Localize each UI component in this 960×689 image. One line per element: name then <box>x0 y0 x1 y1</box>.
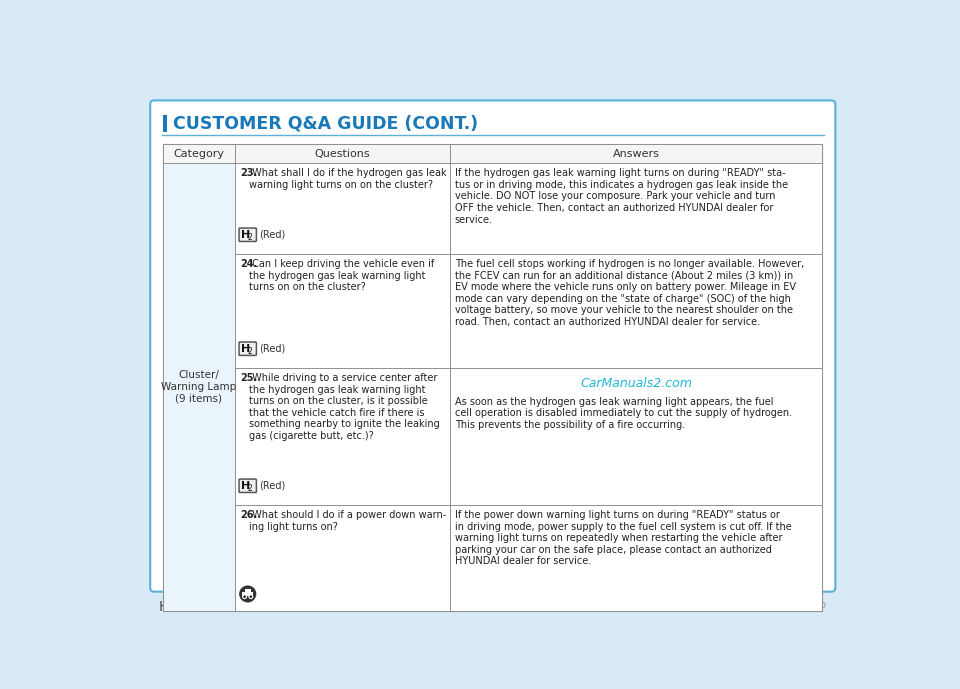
Bar <box>163 144 822 611</box>
Bar <box>234 144 450 163</box>
Text: The fuel cell stops working if hydrogen is no longer available. However,
the FCE: The fuel cell stops working if hydrogen … <box>455 259 804 327</box>
Bar <box>234 163 450 254</box>
Text: What should I do if a power down warn-
ing light turns on?: What should I do if a power down warn- i… <box>249 510 446 532</box>
Text: Answers: Answers <box>612 149 660 158</box>
Text: As soon as the hydrogen gas leak warning light appears, the fuel
cell operation : As soon as the hydrogen gas leak warning… <box>455 397 792 430</box>
Bar <box>163 144 234 163</box>
Bar <box>450 254 822 367</box>
Text: If the hydrogen gas leak warning light turns on during "READY" sta-
tus or in dr: If the hydrogen gas leak warning light t… <box>455 168 788 225</box>
Circle shape <box>240 586 255 601</box>
FancyBboxPatch shape <box>239 479 256 493</box>
Bar <box>234 504 450 611</box>
Text: 23.: 23. <box>240 168 257 178</box>
Bar <box>163 163 234 611</box>
Bar <box>234 367 450 504</box>
Bar <box>245 588 251 593</box>
Text: 2: 2 <box>248 347 252 356</box>
Circle shape <box>249 595 252 599</box>
Circle shape <box>243 595 247 599</box>
Text: CarManuals2.com: CarManuals2.com <box>580 377 692 390</box>
Bar <box>450 144 822 163</box>
Text: Category: Category <box>174 149 225 158</box>
FancyBboxPatch shape <box>239 228 256 241</box>
Text: Cluster/
Warning Lamp
(9 items): Cluster/ Warning Lamp (9 items) <box>161 370 236 404</box>
Text: H36: H36 <box>158 600 187 614</box>
FancyBboxPatch shape <box>239 342 256 356</box>
Text: What shall I do if the hydrogen gas leak
warning light turns on on the cluster?: What shall I do if the hydrogen gas leak… <box>249 168 446 189</box>
Text: CUSTOMER Q&A GUIDE (CONT.): CUSTOMER Q&A GUIDE (CONT.) <box>174 114 479 132</box>
Bar <box>450 367 822 504</box>
Text: While driving to a service center after
the hydrogen gas leak warning light
turn: While driving to a service center after … <box>249 373 440 441</box>
Text: (Red): (Red) <box>259 229 285 240</box>
Text: If the power down warning light turns on during "READY" status or
in driving mod: If the power down warning light turns on… <box>455 510 791 566</box>
Text: 2: 2 <box>248 484 252 493</box>
Text: H: H <box>241 344 250 353</box>
Text: 26.: 26. <box>240 510 257 520</box>
FancyBboxPatch shape <box>150 101 835 592</box>
Bar <box>242 593 253 596</box>
Text: H: H <box>241 229 250 240</box>
Text: Can I keep driving the vehicle even if
the hydrogen gas leak warning light
turns: Can I keep driving the vehicle even if t… <box>249 259 434 292</box>
Bar <box>450 504 822 611</box>
Text: (Red): (Red) <box>259 481 285 491</box>
Text: Questions: Questions <box>315 149 370 158</box>
Text: 24.: 24. <box>240 259 257 269</box>
Bar <box>163 115 167 132</box>
Bar <box>450 163 822 254</box>
Text: H: H <box>241 481 250 491</box>
Text: 2: 2 <box>248 233 252 242</box>
Text: 25.: 25. <box>240 373 257 383</box>
Text: (Red): (Red) <box>259 344 285 353</box>
Bar <box>234 254 450 367</box>
Text: carmanualsonline.info: carmanualsonline.info <box>710 600 827 610</box>
